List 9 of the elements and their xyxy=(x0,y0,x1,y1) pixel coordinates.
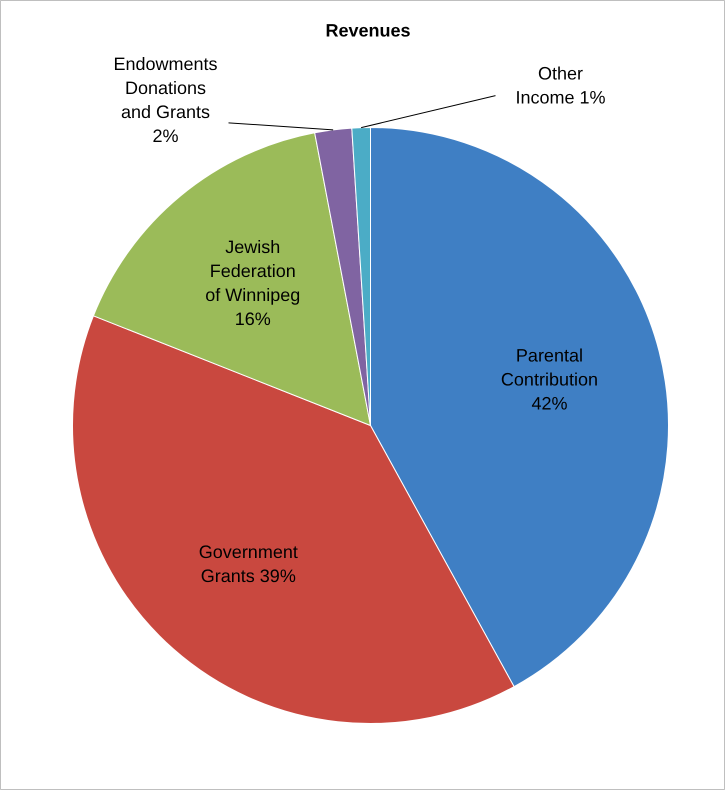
slice-label: Other Income 1% xyxy=(515,64,606,108)
data-label: 42% xyxy=(531,394,568,414)
data-label: 2% xyxy=(152,126,179,146)
slice-label: Endowments Donations and Grants xyxy=(113,54,218,122)
slice-label: Parental Contribution xyxy=(500,346,598,390)
slice-label: Jewish Federation of Winnipeg xyxy=(205,237,300,306)
slice-label: Government Grants 39% xyxy=(198,542,298,586)
chart-title: Revenues xyxy=(325,20,411,40)
data-label: 16% xyxy=(234,309,271,330)
